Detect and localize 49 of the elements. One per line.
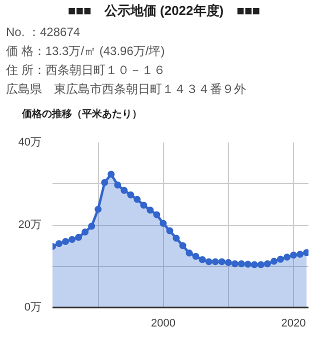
- point: [290, 252, 298, 259]
- point: [94, 206, 102, 213]
- point: [264, 260, 271, 268]
- point: [108, 170, 115, 178]
- point: [172, 234, 180, 242]
- point: [192, 252, 200, 260]
- point: [257, 261, 264, 268]
- point: [250, 261, 258, 268]
- point: [88, 222, 96, 230]
- point: [140, 202, 148, 209]
- chart-subtitle: 価格の推移（平米あたり）: [22, 108, 142, 122]
- point: [270, 258, 278, 265]
- point: [296, 250, 304, 258]
- x-tick-label: 2000: [151, 318, 176, 330]
- point: [186, 250, 193, 257]
- point: [231, 260, 238, 268]
- point: [127, 191, 134, 198]
- text: No. ：428674: [6, 24, 80, 41]
- point: [198, 256, 206, 264]
- point: [179, 242, 186, 250]
- y-tick-label: 0万: [24, 302, 42, 314]
- point: [62, 238, 70, 245]
- y-tick-label: 40万: [18, 136, 42, 148]
- point: [153, 211, 160, 218]
- text: 住 所：西条朝日町１０－１６: [6, 62, 166, 79]
- point: [224, 259, 232, 266]
- y-tick-label: 20万: [18, 219, 42, 231]
- point: [160, 220, 167, 227]
- point: [218, 258, 226, 266]
- text: 広島県 東広島市西条朝日町１４３４番９外: [6, 81, 246, 98]
- point: [75, 234, 82, 241]
- point: [68, 236, 76, 243]
- point: [166, 227, 174, 234]
- point: [101, 179, 108, 186]
- chart-title: ■■■ 公示地価 (2022年度) ■■■: [68, 2, 260, 20]
- point: [146, 206, 154, 214]
- point: [82, 228, 89, 236]
- point: [244, 260, 252, 268]
- point: [276, 256, 284, 263]
- point: [56, 240, 63, 248]
- point: [134, 196, 141, 203]
- point: [284, 254, 291, 261]
- point: [212, 258, 219, 266]
- point: [120, 186, 128, 194]
- point: [114, 181, 122, 188]
- point: [238, 260, 245, 268]
- point: [205, 258, 212, 266]
- x-tick-label: 2020: [281, 318, 306, 330]
- text: 価 格：13.3万/㎡ (43.96万/坪): [6, 43, 165, 60]
